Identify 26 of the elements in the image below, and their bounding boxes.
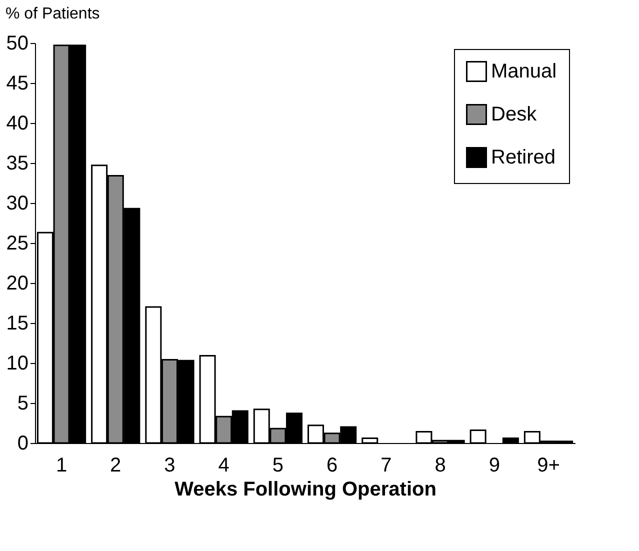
y-tick-label: 40: [6, 112, 28, 134]
x-tick-label: 6: [326, 454, 338, 476]
x-tick-label: 8: [434, 454, 446, 476]
y-axis-title: % of Patients: [6, 6, 100, 22]
legend-label: Manual: [491, 60, 557, 82]
x-axis-title: Weeks Following Operation: [174, 478, 436, 500]
y-tick-label: 0: [17, 432, 28, 454]
y-tick-label: 50: [6, 32, 28, 54]
x-tick-label: 9: [488, 454, 500, 476]
y-tick-label: 35: [6, 152, 28, 174]
x-tick-label: 1: [56, 454, 68, 476]
y-tick-label: 25: [6, 232, 28, 254]
x-tick-label: 2: [110, 454, 122, 476]
x-tick-label: 4: [218, 454, 230, 476]
y-tick-label: 15: [6, 312, 28, 334]
x-tick-label: 9+: [537, 454, 560, 476]
legend-label: Retired: [491, 146, 556, 168]
x-tick-label: 7: [380, 454, 392, 476]
y-tick-label: 20: [6, 272, 28, 294]
x-tick-label: 3: [164, 454, 176, 476]
legend-label: Desk: [491, 104, 538, 126]
x-tick-label: 5: [272, 454, 284, 476]
y-tick-label: 30: [6, 192, 28, 214]
y-tick-label: 5: [17, 392, 28, 414]
y-tick-label: 10: [6, 352, 28, 374]
y-tick-label: 45: [6, 72, 28, 94]
